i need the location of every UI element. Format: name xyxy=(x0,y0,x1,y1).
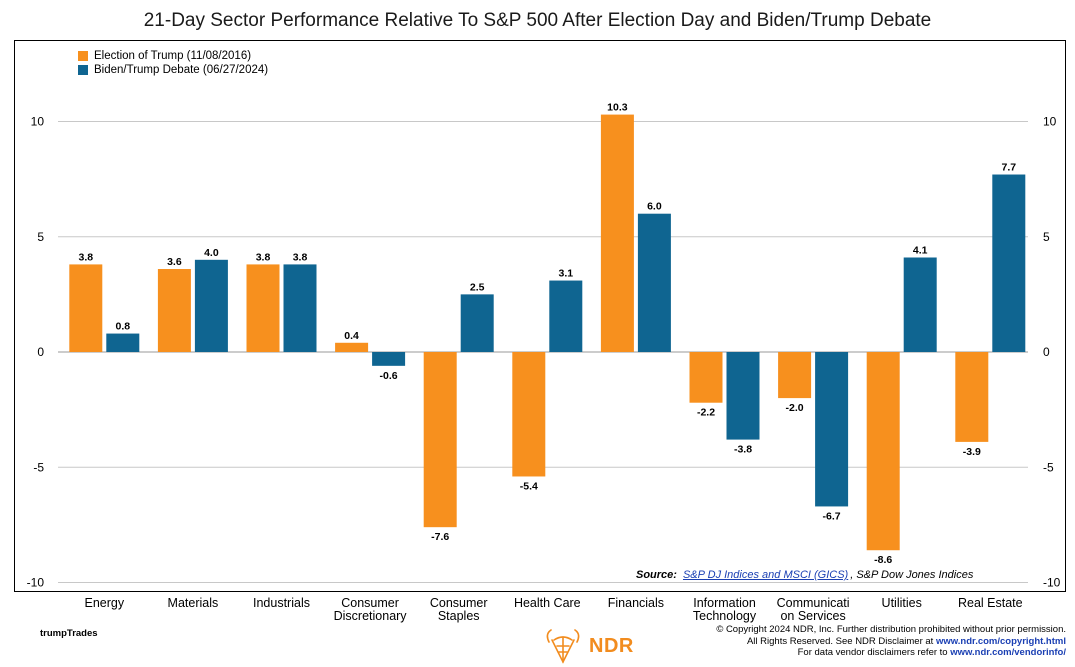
bar-debate xyxy=(372,352,406,366)
legend: Election of Trump (11/08/2016) Biden/Tru… xyxy=(78,49,268,77)
data-label: -2.0 xyxy=(786,402,804,414)
ndr-logo: NDR xyxy=(543,628,634,664)
bar-debate xyxy=(726,352,760,440)
data-label: 3.1 xyxy=(558,268,573,280)
y-tick-label-right: -5 xyxy=(1043,460,1054,474)
copyright-line-3: For data vendor disclaimers refer to www… xyxy=(716,647,1066,659)
vendor-url[interactable]: www.ndr.com/vendorinfo/ xyxy=(950,647,1066,658)
data-label: 0.8 xyxy=(115,321,130,333)
data-label: 3.8 xyxy=(78,251,93,263)
x-tick-label: on Services xyxy=(780,609,845,623)
source-label: Source: xyxy=(636,569,677,581)
legend-label-election: Election of Trump (11/08/2016) xyxy=(94,50,252,62)
x-tick-label: Materials xyxy=(168,596,219,610)
chart-frame xyxy=(14,40,1066,592)
copyright-block: © Copyright 2024 NDR, Inc. Further distr… xyxy=(716,624,1066,659)
copyright-line-1: © Copyright 2024 NDR, Inc. Further distr… xyxy=(716,624,1066,635)
y-tick-label-left: -5 xyxy=(33,460,44,474)
x-tick-label: Financials xyxy=(608,596,664,610)
data-label: -0.6 xyxy=(380,370,398,382)
x-tick-label: Industrials xyxy=(253,596,310,610)
bar-election xyxy=(512,352,546,477)
footer-tag: trumpTrades xyxy=(40,628,98,639)
bar-election xyxy=(157,269,191,352)
source-note: Source: S&P DJ Indices and MSCI (GICS), S… xyxy=(636,569,973,581)
y-tick-label-left: 0 xyxy=(37,345,44,359)
bar-election xyxy=(866,352,900,551)
legend-swatch-election xyxy=(78,51,88,61)
data-label: -7.6 xyxy=(431,531,449,543)
bar-debate xyxy=(283,264,317,352)
legend-item-election: Election of Trump (11/08/2016) xyxy=(78,49,268,63)
bar-debate xyxy=(106,333,140,352)
x-tick-label: Health Care xyxy=(514,596,581,610)
x-tick-label: Consumer xyxy=(341,596,399,610)
x-tick-label: Consumer xyxy=(430,596,488,610)
bar-election xyxy=(600,114,634,353)
legend-label-debate: Biden/Trump Debate (06/27/2024) xyxy=(94,64,269,76)
y-tick-label-right: 10 xyxy=(1043,115,1057,129)
logo-text: NDR xyxy=(589,634,634,657)
bar-election xyxy=(423,352,457,528)
data-label: 10.3 xyxy=(607,102,628,114)
legend-swatch-debate xyxy=(78,65,88,75)
x-tick-label: Utilities xyxy=(882,596,922,610)
copyright-line-2: All Rights Reserved. See NDR Disclaimer … xyxy=(716,636,1066,648)
bar-election xyxy=(335,342,369,352)
copyright-url[interactable]: www.ndr.com/copyright.html xyxy=(935,635,1066,647)
y-tick-label-left: -10 xyxy=(27,576,45,590)
bar-debate xyxy=(194,259,228,352)
data-label: -8.6 xyxy=(874,554,892,566)
data-label: 3.8 xyxy=(293,251,308,263)
data-label: 0.4 xyxy=(344,330,359,342)
bar-debate xyxy=(903,257,937,352)
x-tick-label: Energy xyxy=(84,596,124,610)
x-tick-label: Communicati xyxy=(777,596,850,610)
copyright-line-2-text: All Rights Reserved. See NDR Disclaimer … xyxy=(746,635,936,647)
data-label: -3.8 xyxy=(734,444,752,456)
data-label: 4.0 xyxy=(204,247,219,259)
x-tick-label: Information xyxy=(693,596,756,610)
bar-debate xyxy=(815,352,849,507)
y-tick-label-right: -10 xyxy=(1043,576,1061,590)
x-tick-label: Technology xyxy=(693,609,757,623)
bar-debate xyxy=(992,174,1026,352)
bar-election xyxy=(69,264,103,352)
data-label: -6.7 xyxy=(823,510,841,522)
data-label: -2.2 xyxy=(697,407,715,419)
legend-item-debate: Biden/Trump Debate (06/27/2024) xyxy=(78,63,268,77)
bar-debate xyxy=(637,213,671,352)
source-rest: , S&P Dow Jones Indices xyxy=(850,569,974,581)
bar-election xyxy=(246,264,280,352)
x-tick-label: Real Estate xyxy=(958,596,1023,610)
bar-election xyxy=(778,352,812,399)
y-tick-label-right: 0 xyxy=(1043,345,1050,359)
x-tick-label: Discretionary xyxy=(334,609,408,623)
data-label: 3.8 xyxy=(256,251,271,263)
bar-election xyxy=(689,352,723,403)
data-label: -5.4 xyxy=(520,480,538,492)
data-label: -3.9 xyxy=(963,446,981,458)
bar-debate xyxy=(549,280,583,352)
copyright-line-3-text: For data vendor disclaimers refer to xyxy=(797,647,951,658)
data-label: 3.6 xyxy=(167,256,182,268)
bar-debate xyxy=(460,294,494,352)
data-label: 2.5 xyxy=(470,281,485,293)
y-tick-label-left: 5 xyxy=(37,230,44,244)
x-tick-label: Staples xyxy=(438,609,480,623)
bull-icon xyxy=(546,629,580,664)
data-label: 6.0 xyxy=(647,201,662,213)
data-label: 4.1 xyxy=(913,244,928,256)
y-tick-label-right: 5 xyxy=(1043,230,1050,244)
bar-election xyxy=(955,352,989,442)
chart-title: 21-Day Sector Performance Relative To S&… xyxy=(143,10,932,31)
data-label: 7.7 xyxy=(1001,162,1016,174)
source-link[interactable]: S&P DJ Indices and MSCI (GICS) xyxy=(682,569,849,581)
y-tick-label-left: 10 xyxy=(31,115,45,129)
